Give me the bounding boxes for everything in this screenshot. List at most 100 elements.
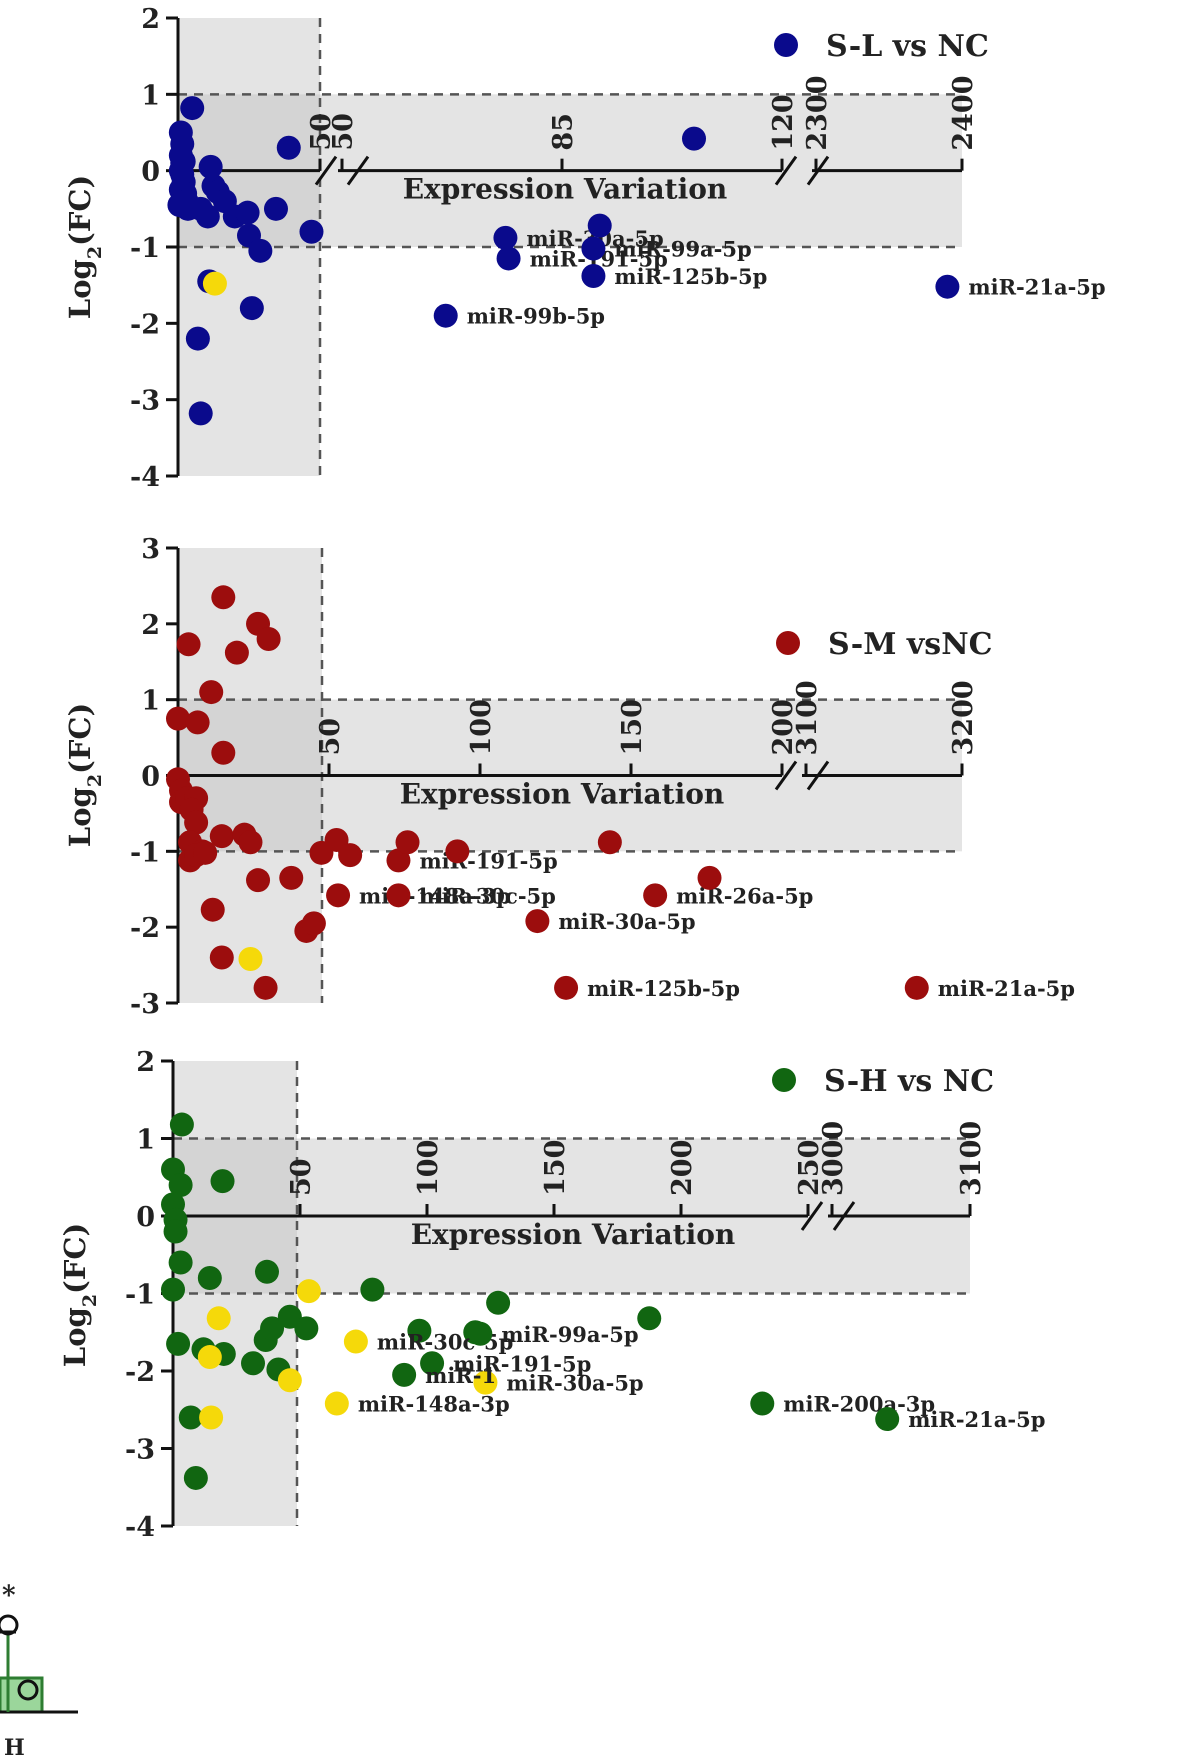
data-point [296,1279,321,1304]
data-point [935,274,960,299]
data-point [263,196,288,221]
data-point [169,1112,194,1137]
x-tick-label: 250 [794,1140,825,1196]
data-point [161,1277,185,1302]
data-point [176,632,201,657]
point-label: miR-191-5p [453,1351,591,1376]
data-point [360,1277,385,1302]
data-point [392,1362,417,1387]
y-tick-label: 1 [136,1125,155,1156]
data-point [581,264,606,289]
y-tick-label: -1 [130,837,160,868]
data-point [180,96,205,121]
data-point [407,1318,432,1343]
y-tick-label: -2 [125,1357,155,1388]
data-point [386,883,411,908]
data-point [210,1169,235,1194]
y-axis-label: Log2(FC) [58,1223,101,1367]
data-point [168,1173,193,1197]
x-tick-label: 50 [286,1158,317,1196]
x-tick-label: 150 [540,1140,571,1196]
data-point [260,1316,285,1341]
y-tick-label: -1 [125,1280,155,1311]
point-label: miR-99b-5p [467,304,605,329]
point-label: miR-21a-5p [968,275,1105,300]
y-tick-label: 0 [141,157,160,188]
point-label: miR-191-5p [419,848,557,873]
point-label: miR-125b-5p [614,264,767,289]
point-label: miR-99a-5p [501,1322,638,1347]
data-point [587,213,612,238]
legend-label: S-H vs NC [824,1064,994,1099]
axis-break-mark [832,1201,856,1231]
data-point [277,1368,302,1393]
x-tick-label: 2300 [802,76,833,151]
x-tick-label: 85 [548,113,579,151]
data-point [199,680,224,705]
data-point [256,627,281,651]
data-point [420,1351,445,1376]
point-label: miR-148a-3p [359,883,511,908]
y-tick-label: -3 [130,989,160,1020]
data-point [253,975,278,1000]
data-point [185,326,210,351]
svg-text:*: * [2,1581,16,1611]
point-label: miR-30c-5p [419,883,555,908]
data-point [224,640,249,665]
point-label: miR-21a-5p [938,976,1075,1001]
data-point [246,868,271,893]
y-tick-label: 2 [141,4,160,35]
y-tick-label: -1 [130,233,160,264]
data-point [209,824,234,849]
data-point [473,1370,498,1395]
y-tick-label: -4 [125,1512,155,1543]
x-tick-label: 3200 [948,680,979,755]
x-tick-label: 50 [306,113,337,151]
data-point [197,1266,222,1290]
x-tick-label: 3100 [956,1121,987,1196]
axis-break-mark [314,155,338,186]
x-tick-label: 3100 [792,680,823,755]
x-tick-label: 3000 [818,1121,849,1196]
axis-break-mark [346,155,370,186]
data-point [178,1405,203,1430]
data-point [294,1316,319,1341]
data-point [904,975,929,1000]
legend-label: S-M vsNC [828,627,993,662]
point-label: miR-30a-5p [506,1371,643,1396]
x-axis-label: Expression Variation [411,1218,736,1251]
data-point [248,238,273,263]
axis-break-mark [774,760,798,791]
data-point [581,236,606,261]
y-tick-label: -2 [130,913,160,944]
legend-marker [772,1068,796,1092]
data-point [199,1405,224,1430]
y-tick-label: -3 [125,1435,155,1466]
data-point [326,883,351,908]
data-point [195,204,220,229]
data-point [206,1306,231,1331]
data-point [238,830,263,855]
point-label: miR-26a-5p [676,883,813,908]
axis-break-mark [774,155,798,186]
x-tick-label: 120 [768,94,799,150]
y-tick-label: 2 [136,1047,155,1078]
legend-label: S-L vs NC [826,29,989,64]
data-point [200,897,225,922]
x-tick-label: 2400 [948,76,979,151]
data-point [193,840,218,865]
data-point [343,1329,368,1354]
data-point [486,1290,511,1315]
data-point [554,975,579,1000]
data-point [338,843,363,868]
data-point [198,154,223,179]
point-label: miR-125b-5p [587,976,740,1001]
data-point [184,810,209,835]
y-tick-label: -4 [130,462,160,493]
x-tick-label: 100 [466,699,497,755]
data-point [386,848,411,873]
y-tick-label: -3 [130,386,160,417]
data-point [750,1391,775,1416]
